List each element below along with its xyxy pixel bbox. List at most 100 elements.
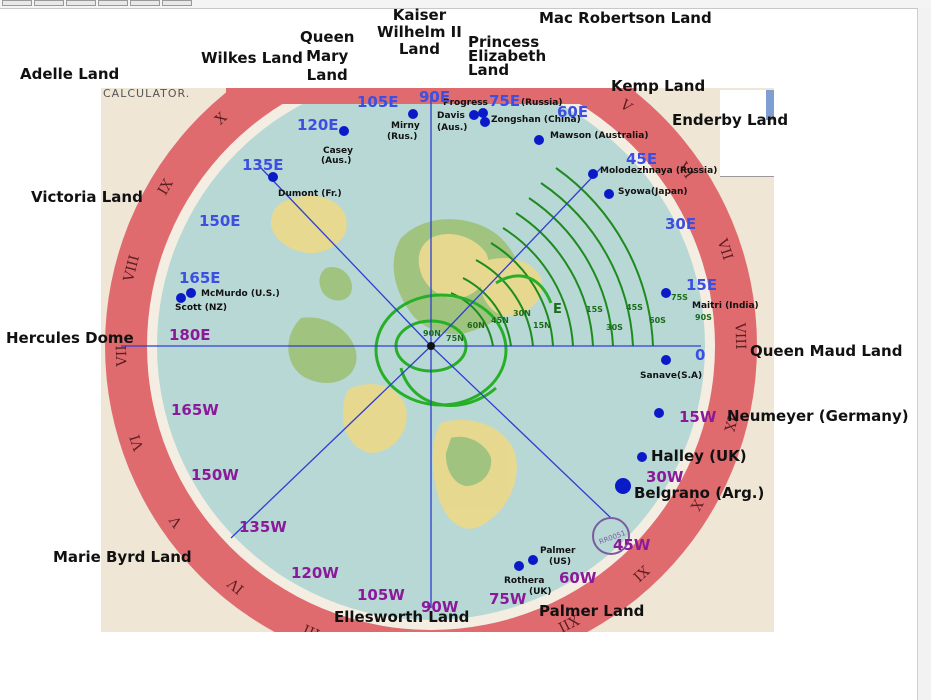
toolbar-button[interactable] bbox=[162, 0, 192, 6]
lat-30s: 30S bbox=[606, 323, 623, 332]
label-belgrano: Belgrano (Arg.) bbox=[634, 484, 765, 502]
station-mirny-country-label: (Rus.) bbox=[387, 132, 417, 142]
station-dot bbox=[408, 109, 418, 119]
calculator-label: CALCULATOR. bbox=[103, 88, 190, 100]
lon-165w: 165W bbox=[171, 401, 219, 419]
station-dot bbox=[588, 169, 598, 179]
label-queen-mary-land: Queen Mary Land bbox=[300, 28, 355, 84]
roman-numeral: VIII bbox=[121, 253, 143, 284]
label-hercules-dome: Hercules Dome bbox=[6, 329, 134, 347]
toolbar-button[interactable] bbox=[98, 0, 128, 6]
station-dot bbox=[514, 561, 524, 571]
lat-75s: 75S bbox=[671, 293, 688, 302]
station-dot bbox=[186, 288, 196, 298]
station-syowa-label: Syowa(Japan) bbox=[618, 187, 688, 197]
station-molodezhnaya-label: Molodezhnaya (Russia) bbox=[600, 166, 717, 176]
lon-105w: 105W bbox=[357, 586, 405, 604]
lat-90n: 90N bbox=[423, 329, 441, 338]
station-progress-label: Progress bbox=[443, 98, 488, 108]
toolbar-button[interactable] bbox=[2, 0, 32, 6]
station-palmer-country-label: (US) bbox=[549, 557, 571, 567]
lon-15e: 15E bbox=[686, 276, 717, 294]
station-mcmurdo-label: McMurdo (U.S.) bbox=[201, 289, 280, 299]
label-ellesworth-land: Ellesworth Land bbox=[334, 608, 470, 626]
roman-numeral: VIII bbox=[731, 322, 748, 350]
lon-30w: 30W bbox=[646, 468, 684, 486]
latitude-labels: 60N 75N 90N 45N 30N 15N E 15S 30S 45S 60… bbox=[423, 293, 712, 343]
roman-numeral: VI bbox=[674, 159, 697, 182]
vertical-scrollbar[interactable] bbox=[917, 8, 931, 700]
meridian-lines bbox=[121, 93, 701, 608]
lon-135e: 135E bbox=[242, 156, 284, 174]
station-sanave-label: Sanave(S.A) bbox=[640, 371, 702, 381]
lon-180e: 180E bbox=[169, 326, 211, 344]
continents bbox=[271, 195, 542, 529]
station-scott-label: Scott (NZ) bbox=[175, 303, 227, 313]
station-dot bbox=[469, 110, 479, 120]
lon-60e: 60E bbox=[557, 103, 588, 121]
station-dot bbox=[654, 408, 664, 418]
lat-60n: 60N bbox=[467, 321, 485, 330]
label-queen-maud-land: Queen Maud Land bbox=[750, 342, 903, 360]
lon-15w: 15W bbox=[679, 408, 717, 426]
roman-numeral: III bbox=[301, 620, 322, 632]
station-maitri-label: Maitri (India) bbox=[692, 301, 759, 311]
toolbar-button[interactable] bbox=[34, 0, 64, 6]
roman-numeral: IX bbox=[155, 176, 177, 198]
station-dot bbox=[604, 189, 614, 199]
flat-earth-map: CALCULATOR. bbox=[101, 88, 774, 632]
lat-30n: 30N bbox=[513, 309, 531, 318]
station-dot bbox=[534, 135, 544, 145]
roman-numeral: VII bbox=[713, 236, 735, 262]
lon-60w: 60W bbox=[559, 569, 597, 587]
label-marie-byrd-land: Marie Byrd Land bbox=[53, 548, 192, 566]
lon-135w: 135W bbox=[239, 518, 287, 536]
station-dot bbox=[661, 355, 671, 365]
overlay-panel-accent bbox=[766, 90, 774, 120]
station-aus-label: (Aus.) bbox=[437, 123, 467, 133]
toolbar-button[interactable] bbox=[130, 0, 160, 6]
station-dot bbox=[268, 172, 278, 182]
lat-15n: 15N bbox=[533, 321, 551, 330]
roman-numeral: IX bbox=[720, 414, 739, 433]
station-dot bbox=[661, 288, 671, 298]
station-russia-label: (Russia) bbox=[521, 98, 562, 108]
station-dumont-label: Dumont (Fr.) bbox=[278, 189, 342, 199]
lat-45s: 45S bbox=[626, 303, 643, 312]
station-rothera-country-label: (UK) bbox=[529, 587, 552, 597]
lon-45w: 45W bbox=[613, 536, 651, 554]
overlay-panel bbox=[720, 90, 774, 177]
lat-90s: 90S bbox=[695, 313, 712, 322]
distance-arcs bbox=[450, 167, 654, 347]
lon-105e: 105E bbox=[357, 93, 399, 111]
station-dot bbox=[480, 117, 490, 127]
station-dot bbox=[478, 108, 488, 118]
label-halley: Halley (UK) bbox=[651, 447, 747, 465]
west-longitude-labels: 165W 150W 135W 120W 105W 90W 75W 60W 45W… bbox=[171, 401, 717, 616]
lon-150e: 150E bbox=[199, 212, 241, 230]
station-davis-label: Davis bbox=[437, 111, 465, 121]
station-labels: Progress (Russia) Davis (Aus.) Zongshan … bbox=[175, 98, 759, 597]
lon-165e: 165E bbox=[179, 269, 221, 287]
lon-45e: 45E bbox=[626, 150, 657, 168]
station-zongshan-label: Zongshan (China) bbox=[491, 115, 581, 125]
roman-numeral: VI bbox=[127, 433, 147, 454]
station-palmer-label: Palmer bbox=[540, 546, 576, 556]
lon-120w: 120W bbox=[291, 564, 339, 582]
station-mawson-label: Mawson (Australia) bbox=[550, 131, 648, 141]
label-princess-elizabeth-land: Princess Elizabeth Land bbox=[468, 33, 547, 79]
window-toolbar bbox=[0, 0, 931, 9]
lat-75n: 75N bbox=[446, 334, 464, 343]
lon-0: 0 bbox=[695, 346, 705, 364]
station-dot bbox=[176, 293, 186, 303]
label-mac-robertson-land: Mac Robertson Land bbox=[539, 9, 712, 27]
station-dot bbox=[528, 555, 538, 565]
station-casey-label: Casey bbox=[323, 146, 353, 156]
label-kaiser-wilhelm-land: Kaiser Wilhelm II Land bbox=[377, 6, 462, 58]
station-rothera-label: Rothera bbox=[504, 576, 544, 586]
label-palmer-land: Palmer Land bbox=[539, 602, 645, 620]
east-longitude-labels: 90E 105E 120E 135E 150E 165E 180E 75E 60… bbox=[169, 88, 717, 364]
lat-15s: 15S bbox=[586, 305, 603, 314]
lon-75e: 75E bbox=[489, 92, 520, 110]
toolbar-button[interactable] bbox=[66, 0, 96, 6]
